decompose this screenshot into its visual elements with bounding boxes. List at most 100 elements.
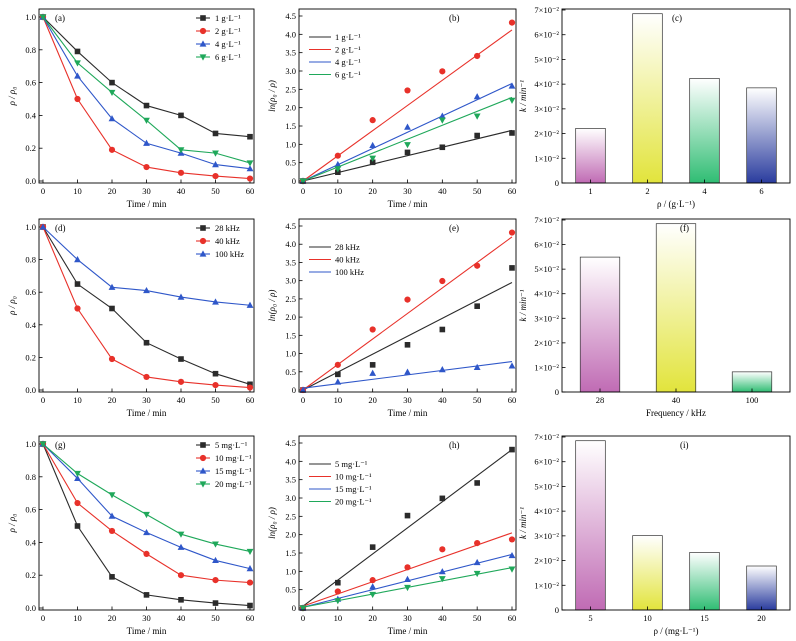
x-tick-label: 0	[301, 395, 305, 405]
x-axis-label: Time / min	[388, 199, 428, 209]
y-tick-label: 0.4	[25, 110, 36, 120]
data-point	[438, 365, 446, 373]
y-tick-label: 0.5	[285, 367, 296, 377]
y-tick-label: 3×10⁻²	[534, 104, 559, 114]
y-tick-label: 0.6	[25, 287, 36, 297]
data-point	[508, 82, 516, 89]
data-point	[369, 155, 377, 162]
legend-marker	[199, 54, 207, 61]
legend-marker	[199, 250, 207, 257]
legend-entry: 15 mg·L⁻¹	[215, 466, 252, 476]
data-point	[177, 531, 185, 538]
y-tick-label: 0	[555, 605, 559, 615]
y-tick-label: 3.0	[285, 276, 296, 286]
data-point	[508, 97, 516, 104]
y-tick-label: 2×10⁻²	[534, 129, 559, 139]
x-tick-label: 20	[108, 395, 117, 405]
y-tick-label: 1.5	[285, 548, 296, 558]
x-tick-label: 5	[588, 613, 592, 623]
data-point	[177, 572, 185, 579]
y-tick-label: 1.0	[285, 139, 296, 149]
y-tick-label: 0	[292, 176, 296, 186]
x-axis-label: Time / min	[127, 199, 167, 209]
data-point	[335, 579, 341, 586]
data-point	[143, 139, 150, 146]
x-tick-label: 60	[508, 395, 517, 405]
y-tick-label: 1.0	[25, 439, 36, 449]
y-tick-label: 1×10⁻²	[534, 153, 559, 163]
x-tick-label: 10	[334, 186, 343, 196]
data-point	[438, 576, 446, 583]
data-point	[299, 605, 307, 612]
y-axis-label: ρ / ρ₀	[7, 514, 17, 534]
plot-frame	[561, 8, 791, 184]
y-axis-label: k / min⁻¹	[518, 80, 528, 112]
legend-entry: 6 g·L⁻¹	[335, 70, 361, 80]
data-point	[438, 568, 446, 575]
data-point	[143, 592, 150, 598]
y-tick-label: 5×10⁻²	[534, 481, 559, 491]
y-tick-label: 7×10⁻²	[534, 432, 559, 442]
legend-entry: 100 kHz	[215, 249, 244, 259]
x-tick-label: 0	[301, 613, 305, 623]
data-point	[143, 286, 150, 294]
x-tick-label: 60	[246, 395, 255, 405]
data-point	[369, 591, 377, 599]
x-tick-label: 10	[643, 613, 652, 623]
data-point	[212, 298, 219, 305]
data-point	[439, 144, 446, 151]
legend-marker	[199, 481, 207, 488]
x-tick-label: 28	[596, 395, 605, 405]
data-point	[74, 72, 81, 79]
y-tick-label: 2×10⁻²	[534, 556, 559, 566]
y-tick-label: 0.8	[25, 472, 36, 482]
data-point	[108, 512, 116, 519]
legend-entry: 40 kHz	[335, 255, 360, 265]
data-point	[108, 527, 116, 535]
data-point	[334, 378, 342, 385]
data-point	[439, 326, 446, 333]
y-tick-label: 2.5	[285, 511, 296, 521]
legend-entry: 5 mg·L⁻¹	[335, 459, 368, 469]
y-tick-label: 0	[555, 387, 559, 397]
y-tick-label: 1×10⁻²	[534, 580, 559, 590]
x-tick-label: 40	[177, 613, 186, 623]
y-tick-label: 4.0	[285, 456, 296, 466]
legend-entry: 5 mg·L⁻¹	[215, 440, 248, 450]
y-tick-label: 0.6	[25, 78, 36, 88]
legend-entry: 1 g·L⁻¹	[215, 13, 241, 23]
data-point	[508, 362, 516, 369]
data-point	[212, 150, 219, 157]
data-point	[108, 492, 116, 499]
x-tick-label: 30	[403, 186, 412, 196]
data-point	[369, 369, 377, 376]
data-point	[74, 256, 81, 263]
legend-marker	[199, 237, 207, 245]
y-tick-label: 4.5	[285, 438, 296, 448]
data-point	[247, 381, 253, 388]
data-point	[108, 115, 116, 122]
data-point	[246, 160, 254, 167]
bar	[655, 223, 697, 393]
legend-entry: 6 g·L⁻¹	[215, 52, 241, 62]
data-point	[109, 79, 115, 86]
data-point	[474, 52, 481, 60]
data-point	[369, 362, 376, 368]
y-tick-label: 5×10⁻²	[534, 264, 559, 274]
x-tick-label: 30	[403, 613, 412, 623]
data-point	[246, 384, 254, 391]
data-point	[474, 480, 480, 486]
x-axis-label: ρ / (g·L⁻¹)	[657, 199, 695, 209]
x-axis-label: Time / min	[388, 408, 428, 418]
bar	[746, 87, 777, 184]
data-point	[143, 511, 150, 519]
x-tick-label: 50	[211, 613, 220, 623]
y-tick-label: 0.2	[25, 352, 36, 362]
y-tick-label: 6×10⁻²	[534, 240, 559, 250]
data-point	[108, 146, 116, 153]
panel-label: (a)	[55, 13, 65, 23]
legend-entry: 28 kHz	[215, 223, 240, 233]
y-tick-label: 0.6	[25, 505, 36, 515]
data-point	[246, 565, 254, 572]
